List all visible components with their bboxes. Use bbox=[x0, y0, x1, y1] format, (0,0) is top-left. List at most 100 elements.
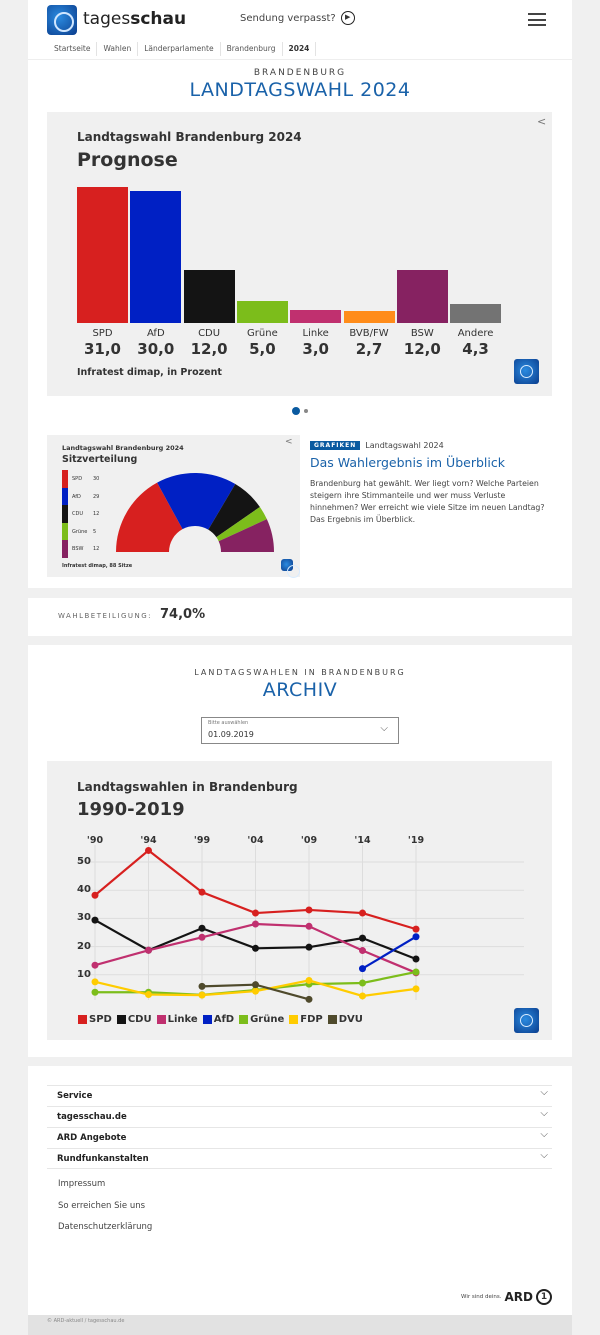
x-tick-label: '04 bbox=[247, 835, 264, 846]
legend-swatch bbox=[62, 487, 68, 506]
breadcrumb-item[interactable]: Wahlen bbox=[97, 42, 139, 56]
divider bbox=[47, 1168, 552, 1169]
legend-value: 30 bbox=[93, 476, 100, 482]
ard-one-icon: 1 bbox=[536, 1289, 552, 1305]
chevron-down-icon: ⌵ bbox=[380, 723, 388, 734]
bar-value: 12,0 bbox=[190, 340, 228, 358]
ard-logo: ARD bbox=[504, 1290, 534, 1304]
data-point bbox=[252, 909, 259, 917]
legend-swatch bbox=[62, 522, 68, 541]
bar-label: Linke bbox=[302, 328, 329, 339]
breadcrumb-item[interactable]: Brandenburg bbox=[221, 42, 283, 56]
legend-label: Grüne bbox=[72, 528, 88, 535]
y-tick-label: 10 bbox=[77, 968, 91, 980]
select-label: Bitte auswählen bbox=[208, 720, 249, 726]
section-kicker: BRANDENBURG bbox=[253, 68, 347, 78]
privacy-link[interactable]: Datenschutzerklärung bbox=[58, 1222, 153, 1232]
turnout-value: 74,0% bbox=[160, 607, 206, 622]
bar bbox=[450, 304, 502, 323]
brand-name[interactable]: tagesschau bbox=[83, 9, 186, 29]
x-tick-label: '99 bbox=[193, 835, 211, 846]
chart-subtitle: Prognose bbox=[77, 149, 178, 171]
data-point bbox=[305, 976, 313, 984]
bar-label: AfD bbox=[146, 328, 165, 339]
legend-label: AfD bbox=[72, 493, 81, 500]
chevron-down-icon: ⌵ bbox=[540, 1150, 548, 1161]
series-line-afd bbox=[361, 935, 417, 970]
legend-value: 12 bbox=[93, 546, 100, 553]
carousel-dot[interactable] bbox=[304, 409, 308, 413]
data-point bbox=[359, 934, 366, 942]
seat-segment bbox=[216, 506, 267, 542]
teaser-topline: Landtagswahl 2024 bbox=[365, 441, 444, 450]
data-point bbox=[412, 933, 420, 941]
legend-value: 12 bbox=[93, 511, 100, 518]
seat-segment bbox=[116, 482, 183, 552]
chart-title: Landtagswahl Brandenburg 2024 bbox=[77, 130, 302, 144]
menu-icon[interactable] bbox=[528, 13, 546, 26]
accordion-label: ARD Angebote bbox=[57, 1133, 127, 1143]
accordion-label: tagesschau.de bbox=[57, 1112, 127, 1122]
copyright-bar bbox=[28, 1315, 572, 1335]
legend-swatch bbox=[239, 1015, 249, 1024]
data-point bbox=[91, 891, 99, 899]
x-tick-label: '09 bbox=[300, 835, 318, 846]
seat-segment bbox=[218, 519, 274, 552]
breadcrumb-item[interactable]: Startseite bbox=[47, 42, 98, 56]
x-tick-label: '14 bbox=[354, 835, 371, 846]
election-date-select[interactable]: Bitte auswählen 01.09.2019 ⌵ bbox=[201, 717, 399, 744]
data-point bbox=[198, 924, 206, 932]
ard-slogan: Wir sind deins. bbox=[461, 1294, 502, 1300]
footer-accordion-1[interactable]: tagesschau.de ⌵ bbox=[47, 1106, 552, 1127]
data-point bbox=[91, 988, 99, 996]
share-icon[interactable]: < bbox=[285, 437, 293, 447]
tagesschau-icon bbox=[281, 559, 300, 578]
footer-accordion-2[interactable]: ARD Angebote ⌵ bbox=[47, 1127, 552, 1148]
breadcrumb-item[interactable]: Länderparlamente bbox=[138, 42, 221, 56]
sendung-verpasst-link[interactable]: Sendung verpasst? ▶ bbox=[240, 11, 355, 25]
bar-value: 3,0 bbox=[302, 340, 329, 358]
contact-link[interactable]: So erreichen Sie uns bbox=[58, 1201, 146, 1211]
data-point bbox=[305, 922, 313, 930]
footer-accordion-3[interactable]: Rundfunkanstalten ⌵ bbox=[47, 1148, 552, 1169]
impressum-link[interactable]: Impressum bbox=[58, 1179, 106, 1189]
footer-accordion-0[interactable]: Service ⌵ bbox=[47, 1085, 552, 1106]
archive-chart-card bbox=[47, 761, 552, 1040]
legend-swatch bbox=[78, 1015, 87, 1024]
legend-item: FDP bbox=[289, 1014, 323, 1025]
ard-brand[interactable]: Wir sind deins. ARD 1 bbox=[440, 1289, 552, 1305]
data-point bbox=[252, 981, 259, 989]
bar-value: 12,0 bbox=[403, 340, 441, 358]
seat-chart-source: Infratest dimap, 88 Sitze bbox=[62, 563, 133, 569]
chevron-down-icon: ⌵ bbox=[540, 1087, 548, 1098]
legend-item: AfD bbox=[202, 1014, 234, 1025]
chevron-down-icon: ⌵ bbox=[540, 1129, 548, 1140]
play-icon: ▶ bbox=[340, 11, 355, 25]
breadcrumb-item: 2024 bbox=[283, 42, 317, 56]
legend-item: Linke bbox=[156, 1014, 198, 1025]
legend-swatch bbox=[62, 470, 68, 488]
share-icon[interactable]: < bbox=[537, 115, 547, 128]
seat-chart-title: Landtagswahl Brandenburg 2024 bbox=[62, 444, 184, 452]
legend-value: 29 bbox=[93, 493, 100, 500]
data-point bbox=[198, 982, 206, 990]
teaser-title-link[interactable]: Das Wahlergebnis im Überblick bbox=[310, 455, 505, 470]
data-point bbox=[145, 846, 152, 854]
data-point bbox=[305, 995, 313, 1003]
data-point bbox=[252, 987, 259, 995]
turnout: WAHLBETEILIGUNG: 74,0% bbox=[58, 607, 205, 622]
bar-value: 4,3 bbox=[462, 340, 489, 358]
legend-swatch bbox=[156, 1015, 166, 1024]
bar-value: 30,0 bbox=[137, 340, 175, 358]
legend-item: CDU bbox=[116, 1014, 152, 1025]
legend-label: DVU bbox=[338, 1014, 363, 1025]
legend-label: BSW bbox=[72, 546, 84, 553]
data-point bbox=[145, 946, 152, 954]
data-point bbox=[198, 933, 206, 941]
footer bbox=[28, 1066, 572, 1316]
bar bbox=[396, 270, 448, 323]
bar bbox=[343, 311, 395, 323]
carousel-dot-active[interactable] bbox=[292, 407, 300, 415]
tagesschau-logo-icon[interactable] bbox=[47, 5, 77, 35]
data-point bbox=[305, 943, 313, 951]
